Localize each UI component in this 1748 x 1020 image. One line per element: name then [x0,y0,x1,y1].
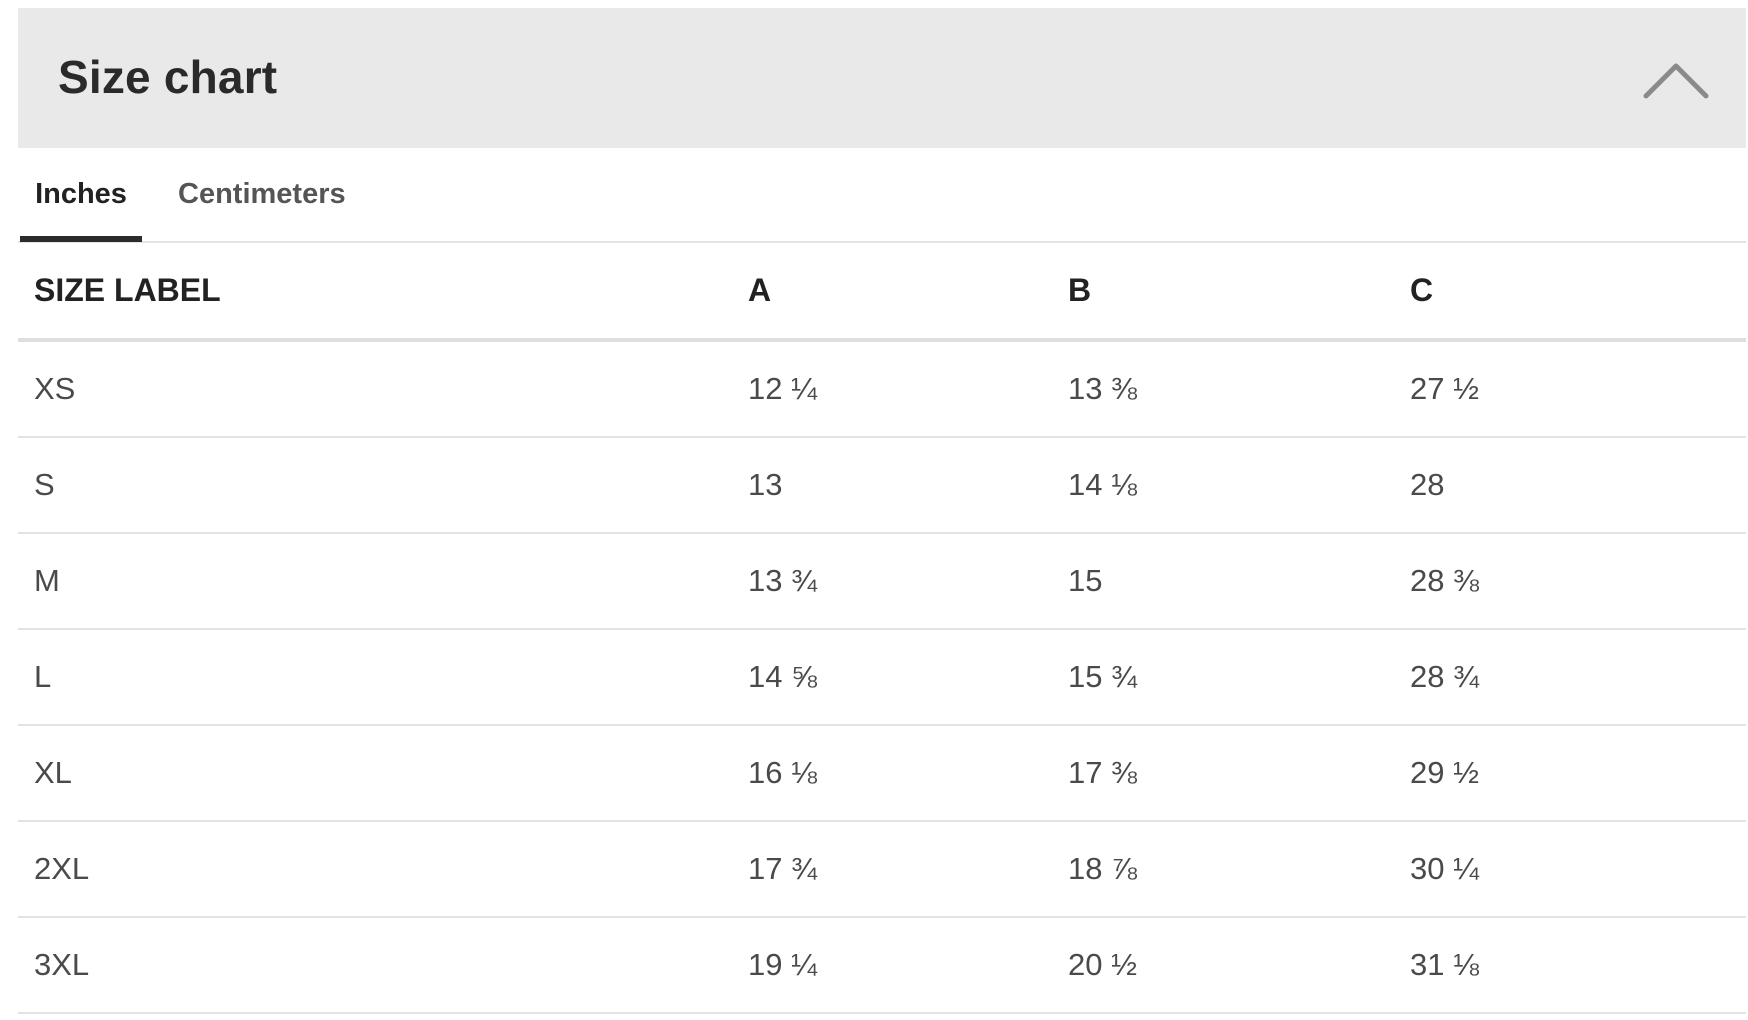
table-row: 3XL 19 ¼ 20 ½ 31 ⅛ [18,918,1746,1014]
size-label-cell: S [34,467,55,502]
unit-tabs: Inches Centimeters [18,148,1746,243]
size-label-cell: L [34,659,52,694]
table-row: L 14 ⅝ 15 ¾ 28 ¾ [18,630,1746,726]
measurement-b-cell: 20 ½ [1068,947,1137,982]
chevron-up-icon[interactable] [1642,56,1710,104]
column-header-a: A [748,272,772,308]
table-row: XL 16 ⅛ 17 ⅜ 29 ½ [18,726,1746,822]
measurement-c-cell: 28 ¾ [1410,659,1479,694]
measurement-c-cell: 28 [1410,467,1445,502]
measurement-b-cell: 17 ⅜ [1068,755,1137,790]
size-label-cell: XS [34,371,76,406]
size-label-cell: 3XL [34,947,90,982]
size-label-cell: XL [34,755,72,790]
size-label-cell: 2XL [34,851,90,886]
measurement-b-cell: 15 ¾ [1068,659,1137,694]
measurement-a-cell: 16 ⅛ [748,755,817,790]
measurement-c-cell: 29 ½ [1410,755,1479,790]
measurement-a-cell: 13 [748,467,783,502]
measurement-a-cell: 19 ¼ [748,947,817,982]
table-header-row: SIZE LABEL A B C [18,243,1746,342]
measurement-a-cell: 12 ¼ [748,371,817,406]
tab-centimeters[interactable]: Centimeters [178,178,346,210]
tab-inches[interactable]: Inches [20,148,142,242]
column-header-b: B [1068,272,1092,308]
size-chart-header[interactable]: Size chart [18,8,1746,148]
table-row: 2XL 17 ¾ 18 ⅞ 30 ¼ [18,822,1746,918]
measurement-c-cell: 30 ¼ [1410,851,1479,886]
table-row: S 13 14 ⅛ 28 [18,438,1746,534]
measurement-c-cell: 31 ⅛ [1410,947,1479,982]
measurement-b-cell: 13 ⅜ [1068,371,1137,406]
measurement-b-cell: 15 [1068,563,1103,598]
size-chart-panel: Size chart Inches Centimeters SIZE LABEL… [18,8,1746,1014]
measurement-a-cell: 17 ¾ [748,851,817,886]
size-chart-title: Size chart [58,51,278,103]
measurement-b-cell: 18 ⅞ [1068,851,1137,886]
column-header-c: C [1410,272,1434,308]
table-row: XS 12 ¼ 13 ⅜ 27 ½ [18,342,1746,438]
size-label-cell: M [34,563,60,598]
measurement-c-cell: 28 ⅜ [1410,563,1479,598]
measurement-a-cell: 14 ⅝ [748,659,817,694]
column-header-size-label: SIZE LABEL [34,272,221,308]
measurement-b-cell: 14 ⅛ [1068,467,1137,502]
measurement-a-cell: 13 ¾ [748,563,817,598]
measurement-c-cell: 27 ½ [1410,371,1479,406]
size-table: SIZE LABEL A B C XS 12 ¼ 13 ⅜ 27 ½ S 13 … [18,243,1746,1014]
table-row: M 13 ¾ 15 28 ⅜ [18,534,1746,630]
